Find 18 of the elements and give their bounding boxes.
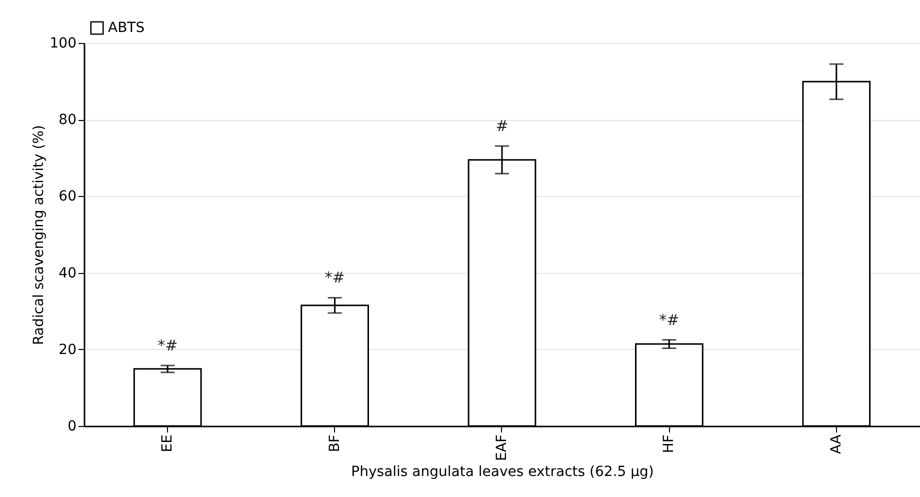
y-tick-label: 80 xyxy=(58,112,76,128)
y-tick-label: 40 xyxy=(58,265,76,282)
x-axis-title: Physalis angulata leaves extracts (62.5 µg) xyxy=(351,464,654,480)
annotation: # xyxy=(496,117,508,136)
y-tick-label: 20 xyxy=(58,342,76,358)
x-tick-label: EAF xyxy=(494,434,510,461)
annotation: *# xyxy=(158,336,178,354)
annotation: *# xyxy=(659,310,680,329)
x-tick-label: BF xyxy=(326,434,343,452)
y-axis-title: Radical scavenging activity (%) xyxy=(30,124,47,346)
y-tick-label: 0 xyxy=(68,418,76,434)
x-tick-label: EE xyxy=(160,434,176,452)
annotation: *# xyxy=(324,268,345,287)
x-tick-label: AA xyxy=(828,434,844,454)
x-tick-label: HF xyxy=(661,434,678,454)
y-tick-label: 100 xyxy=(50,36,76,52)
y-tick-label: 60 xyxy=(58,188,76,205)
legend-label: ABTS xyxy=(108,20,145,36)
